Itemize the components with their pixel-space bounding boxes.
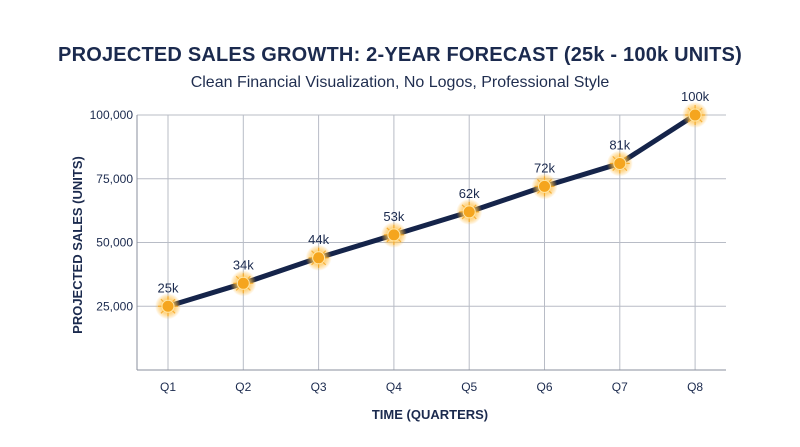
data-labels: 25k 34k 44k 53k 62k 72k 81k 100k bbox=[158, 89, 710, 295]
x-tick-label: Q7 bbox=[612, 380, 628, 394]
y-tick-label: 75,000 bbox=[96, 172, 133, 186]
data-label: 81k bbox=[609, 137, 630, 152]
data-label: 44k bbox=[308, 232, 329, 247]
x-tick-label: Q2 bbox=[235, 380, 251, 394]
x-axis-label: TIME (QUARTERS) bbox=[372, 407, 488, 422]
data-points bbox=[155, 102, 709, 320]
y-tick-label: 25,000 bbox=[96, 299, 133, 313]
x-tick-label: Q8 bbox=[687, 380, 703, 394]
data-point bbox=[305, 244, 332, 271]
data-label: 53k bbox=[383, 209, 404, 224]
x-tick-label: Q5 bbox=[461, 380, 477, 394]
data-point bbox=[155, 293, 181, 320]
y-axis-label: PROJECTED SALES (UNITS) bbox=[70, 156, 85, 334]
data-label: 34k bbox=[233, 257, 254, 272]
x-tick-label: Q1 bbox=[160, 380, 176, 394]
data-point bbox=[682, 102, 709, 128]
x-tick-label: Q4 bbox=[386, 380, 402, 394]
x-tick-label: Q3 bbox=[311, 380, 327, 394]
chart-title: PROJECTED SALES GROWTH: 2-YEAR FORECAST … bbox=[58, 44, 742, 66]
data-label: 100k bbox=[681, 89, 710, 104]
data-point bbox=[456, 198, 483, 225]
data-point bbox=[380, 221, 407, 248]
chart-subtitle: Clean Financial Visualization, No Logos,… bbox=[190, 74, 610, 91]
series-line bbox=[165, 112, 698, 309]
data-label: 62k bbox=[459, 186, 480, 201]
y-tick-label: 100,000 bbox=[90, 108, 134, 122]
x-tick-label: Q6 bbox=[536, 380, 552, 394]
data-label: 72k bbox=[534, 160, 555, 175]
series-line-layer bbox=[165, 112, 698, 309]
data-point bbox=[230, 270, 257, 297]
axes: 25,000 50,000 75,000 100,000 Q1 Q2 Q3 Q4 Q5 Q6 Q7 Q… bbox=[90, 108, 726, 394]
data-point bbox=[531, 173, 558, 200]
data-point bbox=[606, 150, 633, 177]
y-tick-label: 50,000 bbox=[96, 236, 133, 250]
data-label: 25k bbox=[158, 280, 179, 295]
